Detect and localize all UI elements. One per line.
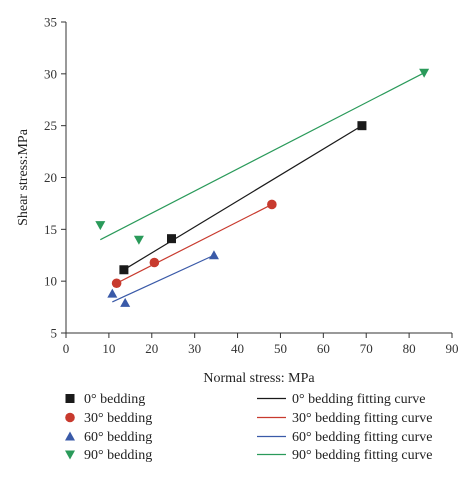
y-axis-title: Shear stress:MPa (16, 128, 31, 226)
legend: 0° bedding 0° bedding fitting curve 30° be… (65, 392, 433, 463)
legend-marker-triangle-up (65, 431, 75, 441)
data-point-triangle-down (95, 221, 106, 231)
x-tick-label: 60 (317, 341, 330, 356)
data-point-triangle-up (107, 288, 118, 298)
x-tick-label: 70 (360, 341, 373, 356)
x-tick-label: 0 (63, 341, 70, 356)
data-point-triangle-down (419, 68, 430, 78)
data-point-square (119, 265, 129, 275)
fit-line-triangle-down (100, 72, 425, 241)
legend-label: 0° bedding (84, 392, 145, 407)
legend-label: 30° bedding (84, 411, 152, 426)
legend-label: 60° bedding (84, 430, 152, 445)
x-tick-label: 30 (188, 341, 201, 356)
y-tick-label: 30 (44, 66, 57, 81)
fit-line-circle (116, 203, 273, 284)
data-point-circle (111, 278, 122, 289)
x-tick-label: 80 (403, 341, 416, 356)
y-tick-label: 20 (44, 170, 57, 185)
legend-fit-label: 30° bedding fitting curve (292, 411, 433, 426)
axes (65, 22, 452, 334)
data-point-circle (267, 199, 277, 210)
legend-marker-circle (65, 412, 75, 423)
legend-fit-label: 0° bedding fitting curve (292, 392, 426, 407)
fit-line-square (123, 125, 363, 271)
y-tick-label: 5 (51, 326, 58, 341)
fit-lines (100, 72, 425, 303)
legend-fit-label: 90° bedding fitting curve (292, 448, 433, 463)
x-axis-title: Normal stress: MPa (203, 371, 315, 386)
markers (95, 68, 430, 307)
y-tick-label: 25 (44, 118, 57, 133)
data-point-triangle-down (133, 235, 144, 245)
data-point-square (357, 121, 367, 131)
data-point-circle (149, 257, 160, 268)
ticks: 0 10 20 30 40 50 60 70 80 90 5 10 15 20 25 30 35 (44, 15, 459, 357)
fit-line-triangle-up (112, 254, 215, 303)
x-tick-label: 20 (145, 341, 158, 356)
x-tick-label: 40 (231, 341, 244, 356)
x-tick-label: 10 (102, 341, 115, 356)
legend-marker-square (65, 394, 75, 403)
data-point-triangle-up (120, 297, 131, 307)
legend-fit-label: 60° bedding fitting curve (292, 430, 433, 445)
y-tick-label: 35 (44, 15, 57, 30)
data-point-square (167, 234, 177, 244)
y-tick-label: 15 (44, 222, 57, 237)
legend-marker-triangle-down (65, 450, 75, 460)
x-tick-label: 50 (274, 341, 287, 356)
x-tick-label: 90 (446, 341, 459, 356)
y-tick-label: 10 (44, 274, 57, 289)
data-point-triangle-up (208, 250, 219, 260)
legend-label: 90° bedding (84, 448, 152, 463)
